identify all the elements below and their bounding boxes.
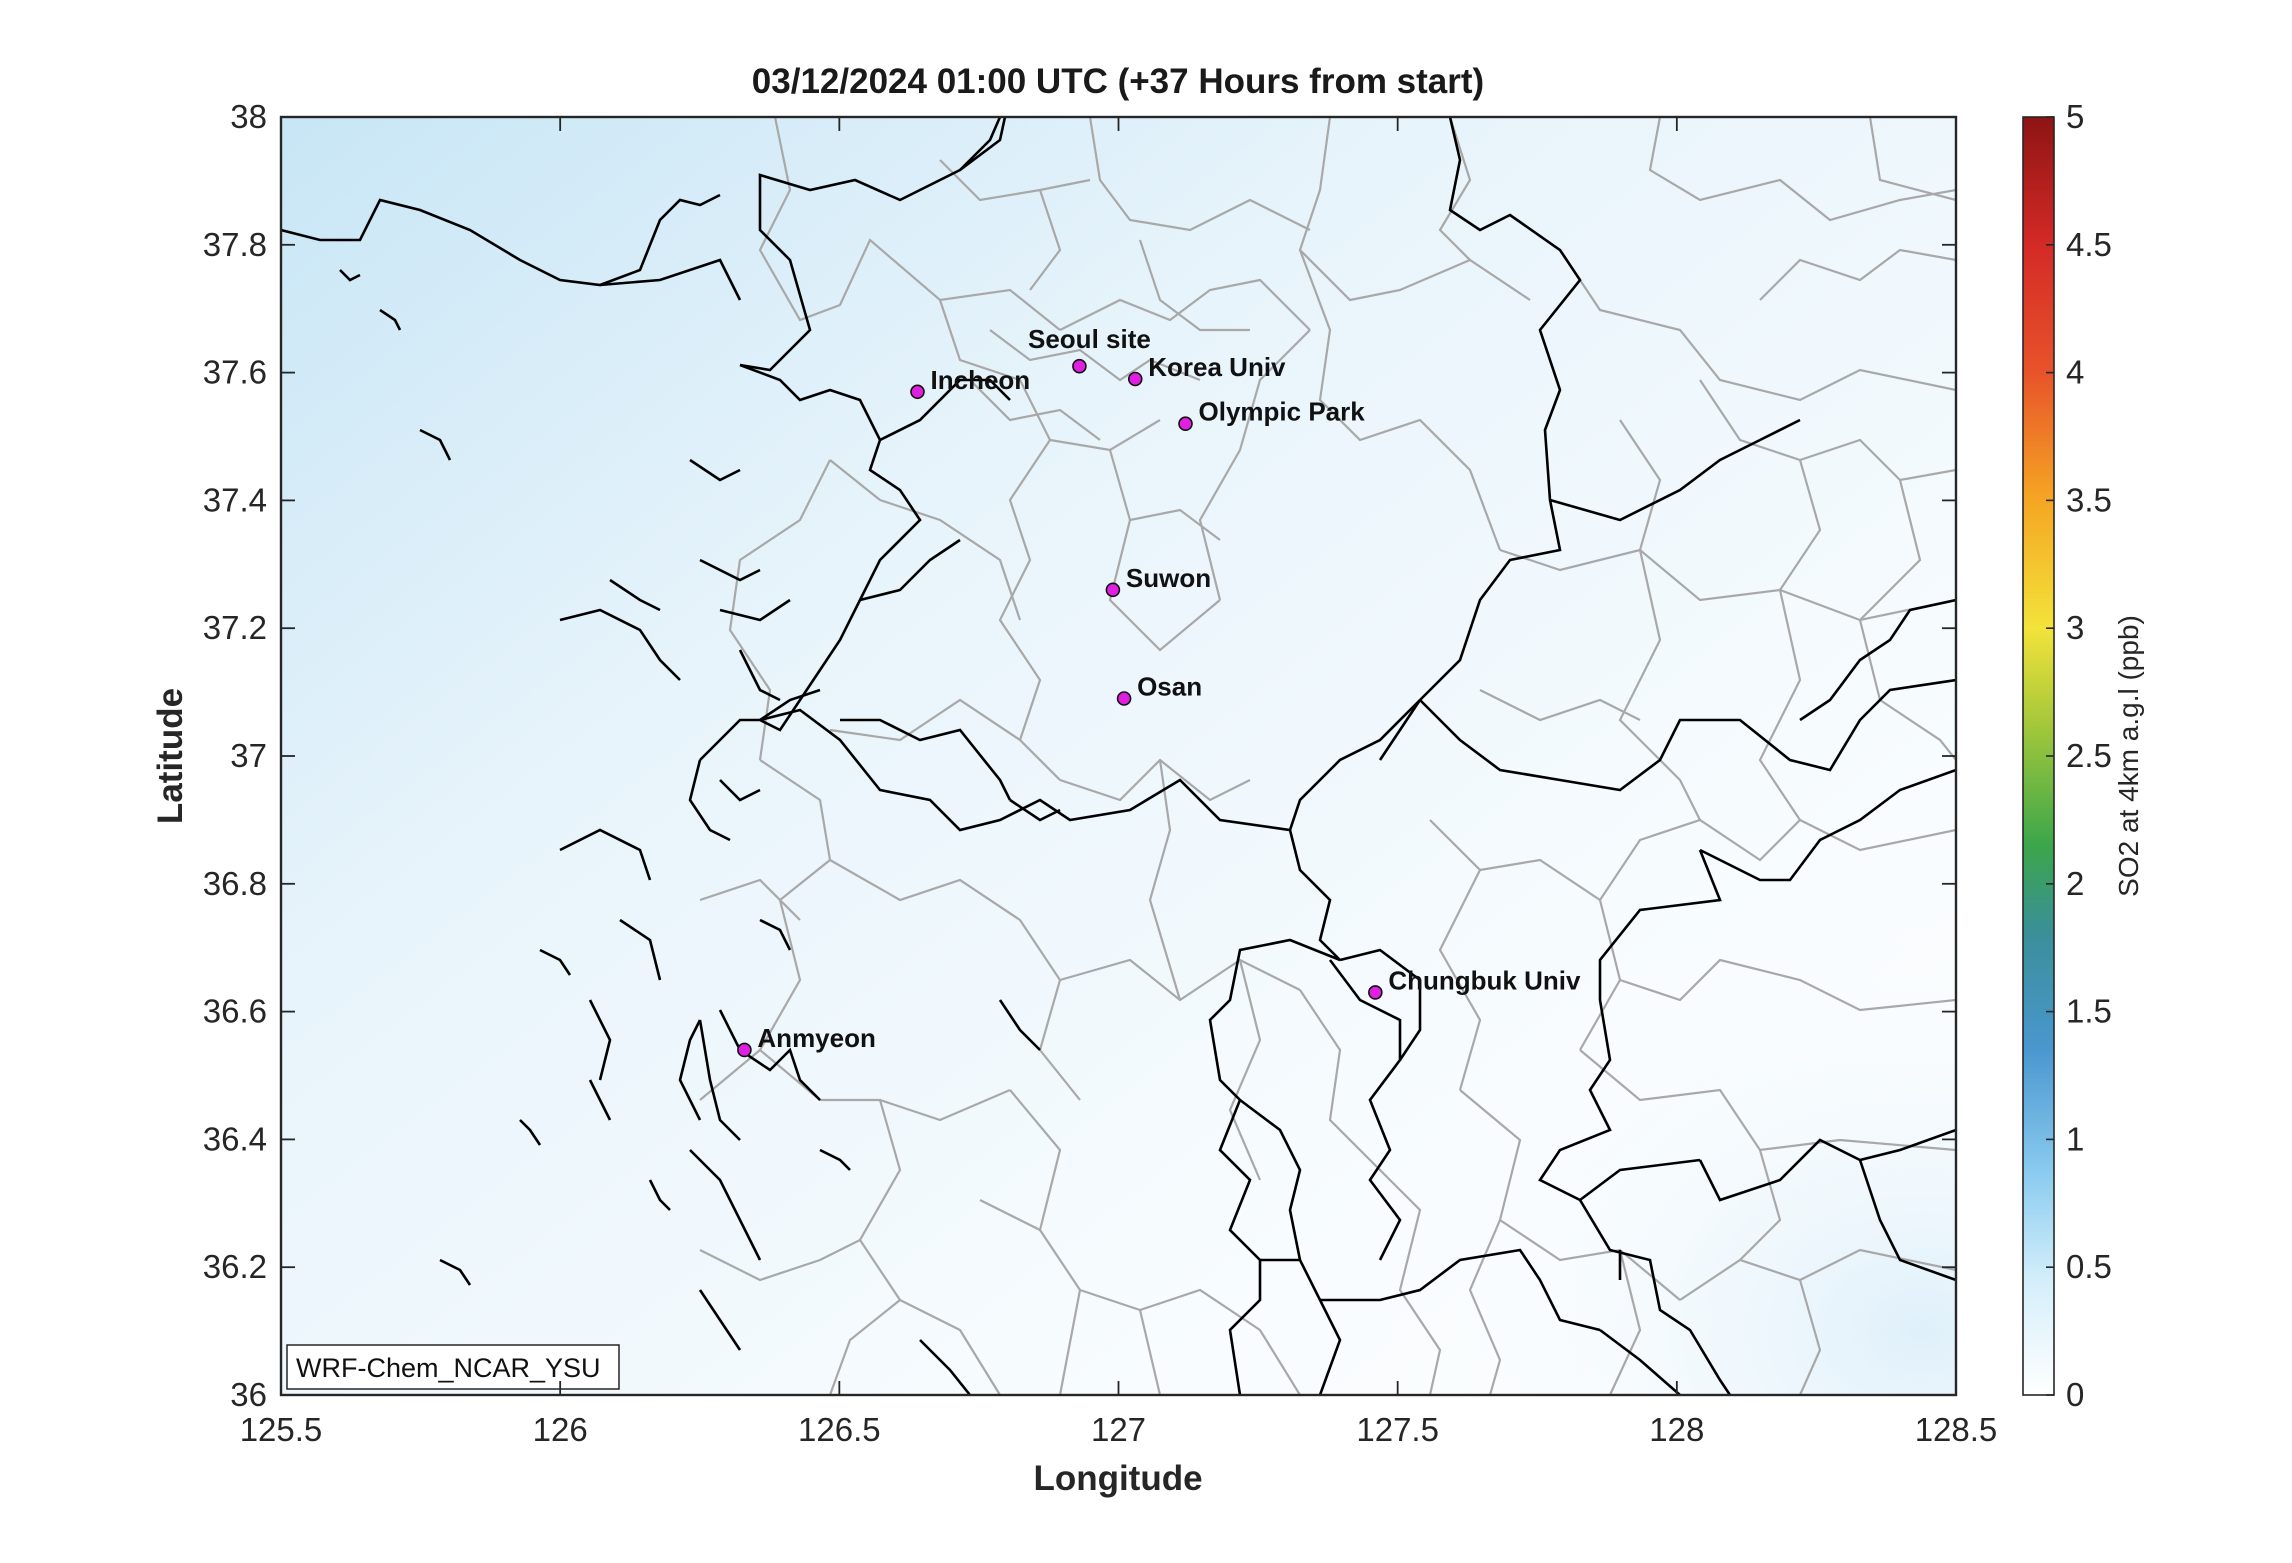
site-marker [1072, 358, 1087, 374]
colorbar-tick-label: 1 [2066, 1120, 2084, 1157]
site-label: Incheon [931, 365, 1031, 395]
site-marker [910, 384, 925, 400]
colorbar-tick-label: 3.5 [2066, 481, 2112, 518]
site-label: Olympic Park [1199, 397, 1366, 427]
x-tick-label: 128.5 [1915, 1411, 1998, 1448]
chart-title: 03/12/2024 01:00 UTC (+37 Hours from sta… [752, 62, 1484, 101]
y-tick-label: 37.2 [203, 609, 267, 646]
site-marker [737, 1042, 752, 1058]
x-tick-label: 127.5 [1356, 1411, 1439, 1448]
province-boundaries [281, 117, 1956, 1395]
colorbar-tick-label: 0 [2066, 1376, 2084, 1413]
x-tick-label: 126.5 [798, 1411, 881, 1448]
y-tick-label: 37.4 [203, 481, 267, 518]
x-tick-label: 126 [533, 1411, 588, 1448]
colorbar-tick-label: 4.5 [2066, 226, 2112, 263]
site-marker [1178, 416, 1193, 432]
site-marker [1105, 582, 1121, 598]
site-marker [1368, 985, 1383, 1000]
model-label: WRF-Chem_NCAR_YSU [296, 1353, 601, 1383]
y-tick-label: 37 [230, 737, 267, 774]
x-tick-label: 127 [1091, 1411, 1146, 1448]
site-label: Seoul site [1028, 324, 1151, 354]
colorbar-tick-label: 0.5 [2066, 1248, 2112, 1285]
colorbar-ticks: 5 4.5 4 3.5 3 2.5 2 1.5 1 0.5 0 [2046, 98, 2112, 1413]
colorbar-tick-label: 3 [2066, 609, 2084, 646]
colorbar-tick-label: 5 [2066, 98, 2084, 135]
admin-boundaries [699, 117, 1956, 1395]
x-axis: 125.5 126 126.5 127 127.5 128 128.5 [240, 117, 1998, 1448]
x-tick-label: 125.5 [240, 1411, 323, 1448]
colorbar-tick-label: 4 [2066, 354, 2084, 391]
y-tick-label: 36.2 [203, 1248, 267, 1285]
colorbar-tick-label: 1.5 [2066, 993, 2112, 1030]
y-tick-label: 38 [230, 98, 267, 135]
site-label: Korea Univ [1148, 352, 1286, 382]
site-label: Suwon [1126, 563, 1211, 593]
y-axis-label: Latitude [151, 688, 190, 824]
colorbar: 5 4.5 4 3.5 3 2.5 2 1.5 1 0.5 0 SO2 at 4km a.g.l (… [2022, 98, 2144, 1413]
y-tick-label: 36.8 [203, 865, 267, 902]
colorbar-label: SO2 at 4km a.g.l (ppb) [2113, 615, 2144, 897]
colorbar-tick-label: 2 [2066, 865, 2084, 902]
x-axis-label: Longitude [1033, 1459, 1202, 1498]
model-label-box: WRF-Chem_NCAR_YSU [286, 1344, 620, 1390]
y-axis: 38 37.8 37.6 37.4 37.2 37 36.8 36.6 36.4 36.2 36 [203, 98, 1956, 1413]
colorbar-tick-label: 2.5 [2066, 737, 2112, 774]
y-tick-label: 36.6 [203, 993, 267, 1030]
site-label: Osan [1137, 671, 1202, 701]
y-tick-label: 37.8 [203, 226, 267, 263]
site-marker [1127, 371, 1143, 387]
site-label: Chungbuk Univ [1388, 965, 1581, 995]
site-label: Anmyeon [757, 1023, 875, 1053]
y-tick-label: 36 [230, 1376, 267, 1413]
site-marker [1116, 691, 1132, 706]
so2-field-shade [281, 117, 1956, 1395]
y-tick-label: 36.4 [203, 1120, 267, 1157]
x-tick-label: 128 [1649, 1411, 1704, 1448]
y-tick-label: 37.6 [203, 354, 267, 391]
